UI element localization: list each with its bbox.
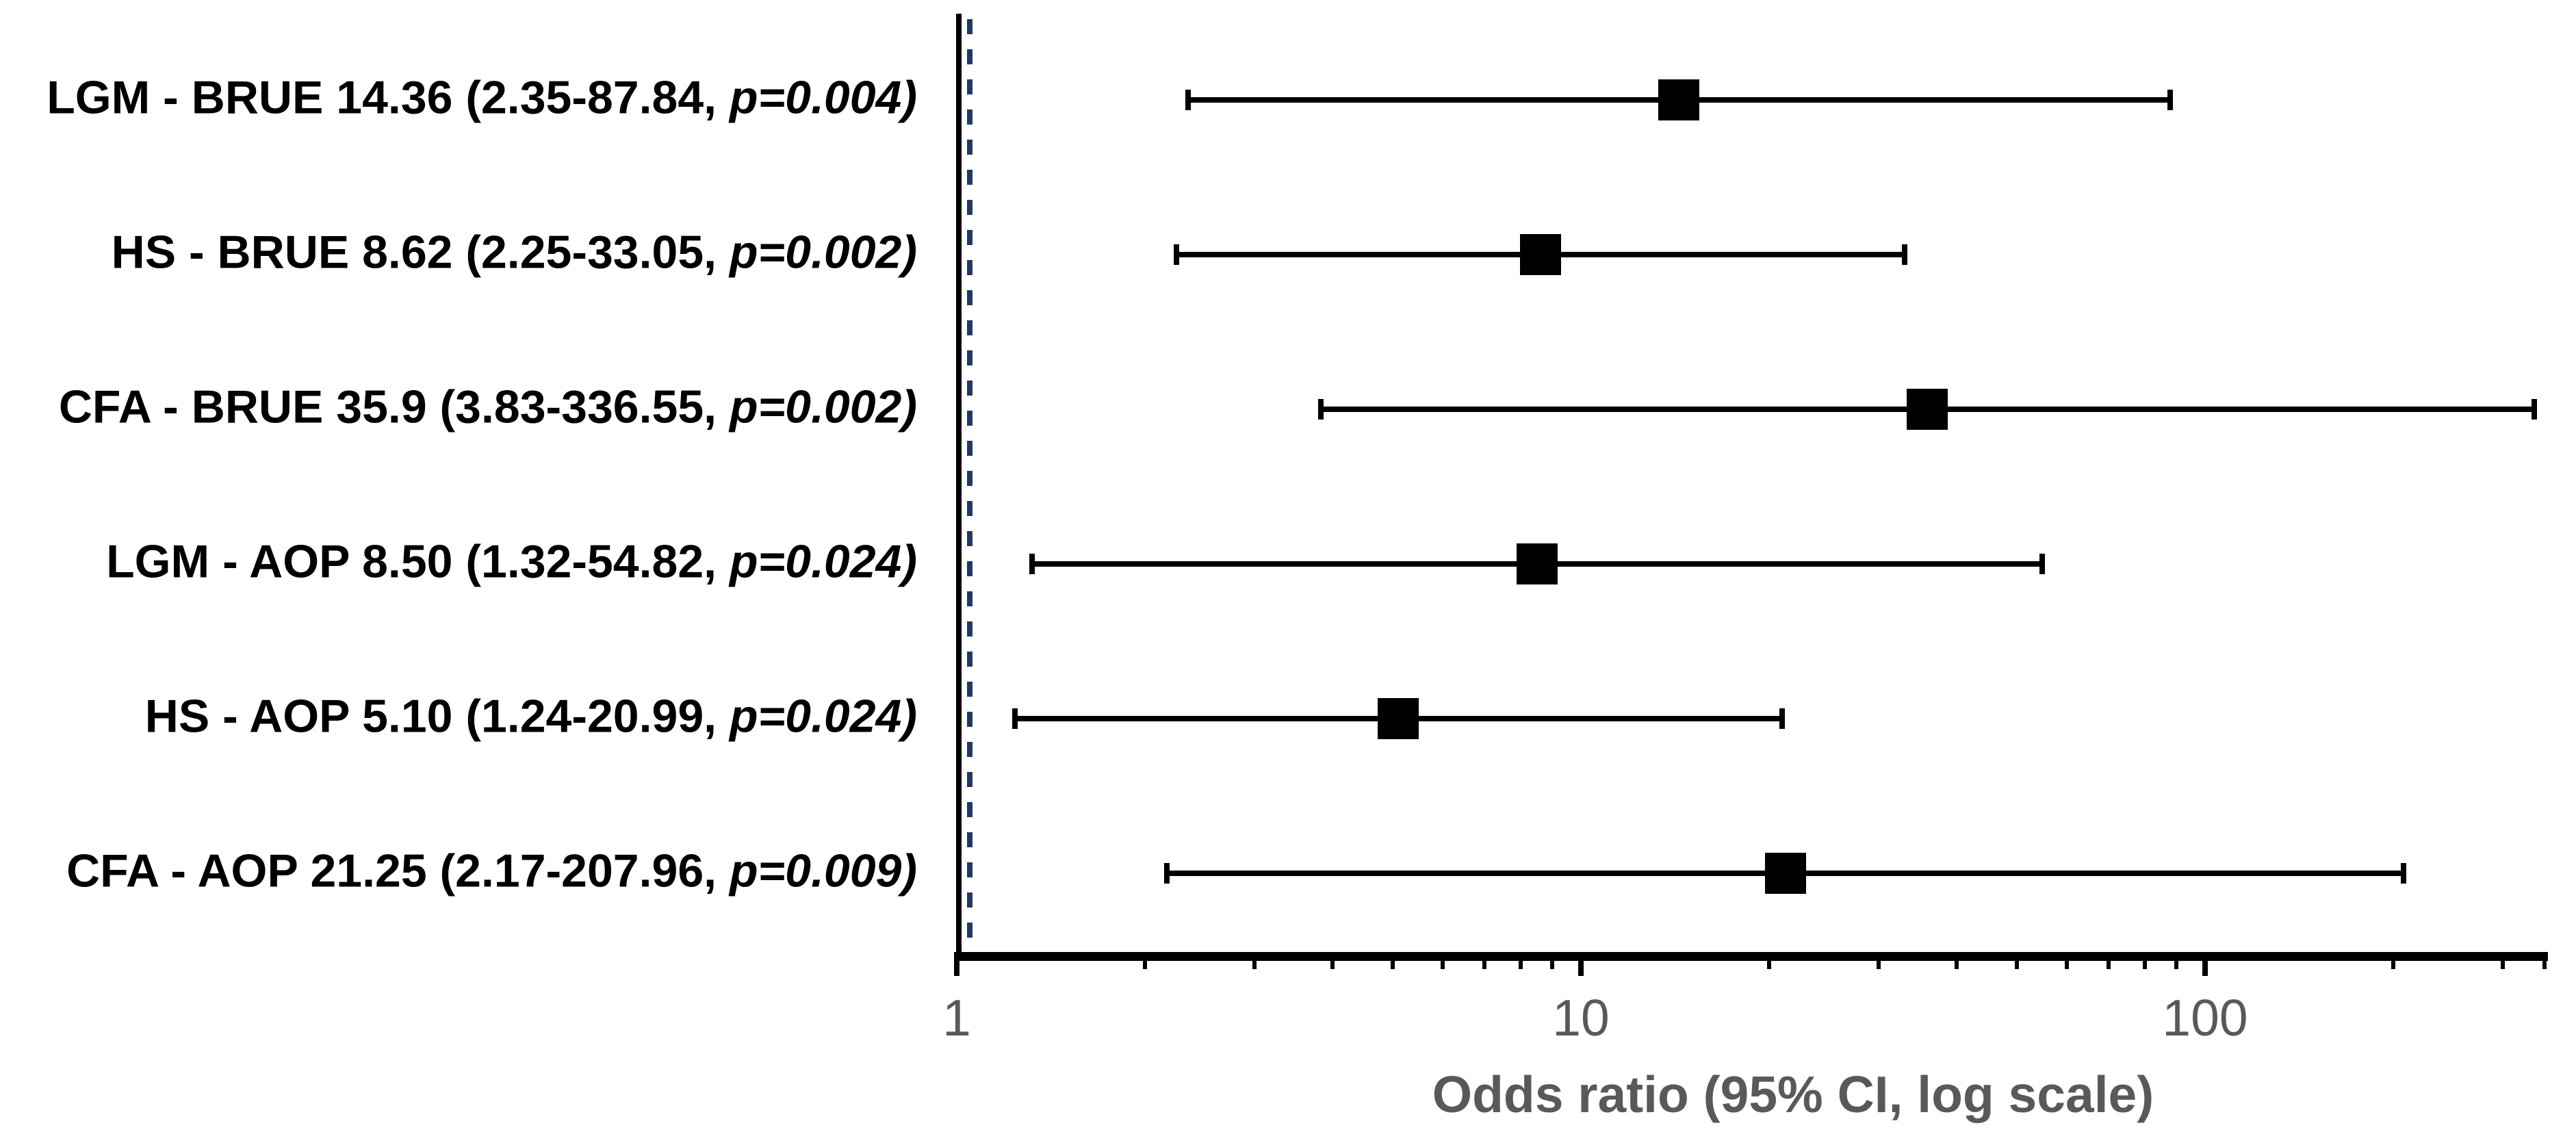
x-tick-label: 1 — [942, 989, 971, 1046]
x-minor-tick — [1440, 961, 1445, 969]
row-label-text: HS - AOP 5.10 (1.24-20.99, — [144, 690, 730, 743]
row-label-pvalue: p=0.009) — [729, 845, 917, 897]
row-label-pvalue: p=0.002) — [729, 226, 917, 279]
x-tick-label: 100 — [2162, 989, 2248, 1046]
x-minor-tick — [1391, 961, 1395, 969]
row-label-pvalue: p=0.002) — [729, 381, 917, 433]
x-minor-tick — [2142, 961, 2147, 969]
x-minor-tick — [1330, 961, 1335, 969]
odds-ratio-marker — [1764, 853, 1806, 894]
ci-cap-left — [1029, 554, 1035, 574]
x-minor-tick — [1877, 961, 1881, 969]
row-label-text: LGM - AOP 8.50 (1.32-54.82, — [106, 535, 730, 588]
ci-cap-left — [1317, 399, 1324, 420]
row-label: LGM - BRUE 14.36 (2.35-87.84, p=0.004) — [0, 73, 917, 123]
x-axis-line — [954, 952, 2548, 961]
odds-ratio-marker — [1658, 79, 1700, 120]
y-axis-line — [956, 14, 962, 961]
ci-cap-left — [1012, 708, 1018, 729]
ci-cap-left — [1185, 90, 1192, 110]
row-label: CFA - AOP 21.25 (2.17-207.96, p=0.009) — [0, 846, 917, 896]
ci-cap-right — [2400, 863, 2406, 884]
x-minor-tick — [2106, 961, 2111, 969]
x-major-tick — [2202, 961, 2208, 976]
row-label: HS - AOP 5.10 (1.24-20.99, p=0.024) — [0, 691, 917, 741]
x-minor-tick — [1955, 961, 1959, 969]
row-label-pvalue: p=0.004) — [729, 71, 917, 124]
row-label-pvalue: p=0.024) — [729, 690, 917, 743]
x-minor-tick — [2391, 961, 2395, 969]
row-label-text: CFA - AOP 21.25 (2.17-207.96, — [66, 845, 730, 897]
x-minor-tick — [2174, 961, 2179, 969]
x-minor-tick — [2015, 961, 2020, 969]
row-label: HS - BRUE 8.62 (2.25-33.05, p=0.002) — [0, 227, 917, 277]
ci-cap-right — [2531, 399, 2537, 420]
x-tick-label: 10 — [1552, 989, 1610, 1046]
ci-cap-right — [2167, 90, 2173, 110]
ci-cap-left — [1174, 244, 1180, 265]
odds-ratio-marker — [1520, 234, 1562, 275]
odds-ratio-marker — [1516, 543, 1558, 584]
row-label: CFA - BRUE 35.9 (3.83-336.55, p=0.002) — [0, 382, 917, 432]
x-major-tick — [954, 961, 959, 976]
ci-cap-left — [1163, 863, 1170, 884]
x-major-tick — [1578, 961, 1584, 976]
ci-cap-right — [1902, 244, 1908, 265]
x-minor-tick — [2542, 961, 2547, 969]
row-label-text: LGM - BRUE 14.36 (2.35-87.84, — [47, 71, 730, 124]
ci-cap-right — [1779, 708, 1785, 729]
ci-cap-right — [2039, 554, 2045, 574]
x-minor-tick — [1766, 961, 1771, 969]
x-minor-tick — [1550, 961, 1555, 969]
x-minor-tick — [1142, 961, 1147, 969]
odds-ratio-marker — [1907, 389, 1948, 430]
row-label-pvalue: p=0.024) — [729, 535, 917, 588]
x-minor-tick — [1482, 961, 1486, 969]
x-minor-tick — [1518, 961, 1523, 969]
reference-line-or-1 — [967, 19, 973, 955]
x-axis-title: Odds ratio (95% CI, log scale) — [1432, 1066, 2154, 1123]
odds-ratio-marker — [1378, 698, 1419, 739]
x-minor-tick — [2064, 961, 2069, 969]
row-label: LGM - AOP 8.50 (1.32-54.82, p=0.024) — [0, 537, 917, 587]
x-minor-tick — [2501, 961, 2506, 969]
row-label-text: CFA - BRUE 35.9 (3.83-336.55, — [58, 381, 730, 433]
x-minor-tick — [1252, 961, 1257, 969]
row-label-text: HS - BRUE 8.62 (2.25-33.05, — [111, 226, 730, 279]
